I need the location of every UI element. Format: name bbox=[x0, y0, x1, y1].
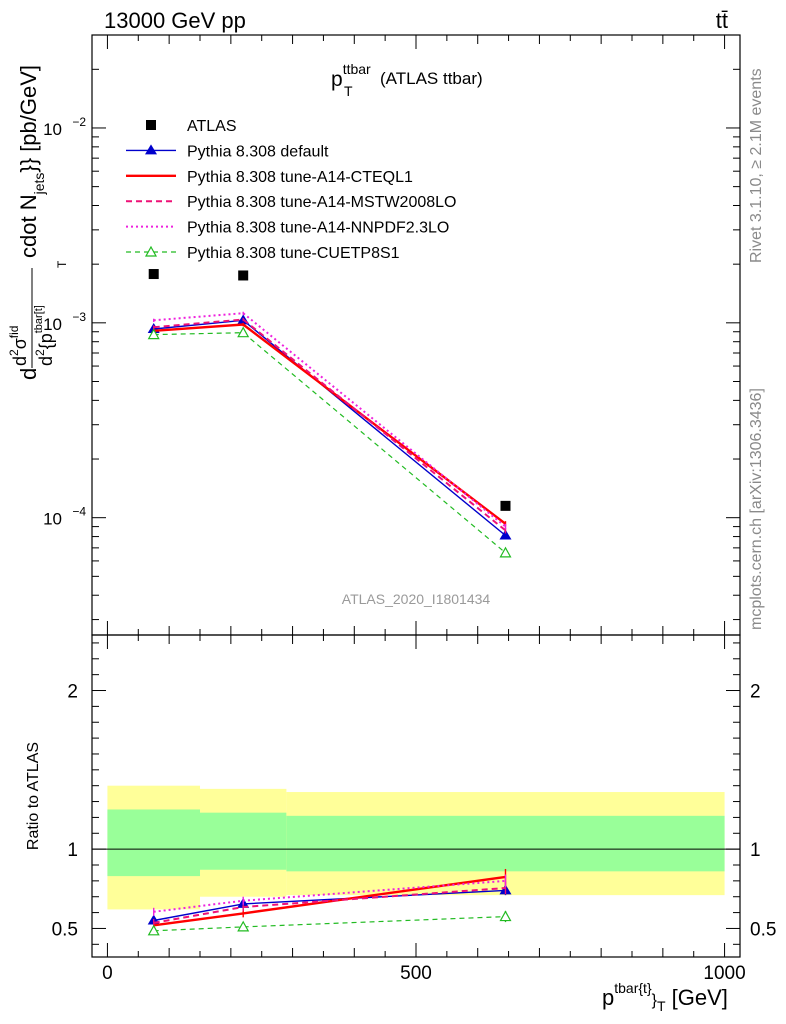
ratio-point-cuetp-0 bbox=[147, 924, 160, 936]
main-point-atlas-0 bbox=[148, 269, 159, 280]
xlabel-unit: [GeV] bbox=[666, 985, 728, 1010]
ratio-ticks: 0.5 0.5 1 1 2 2 0 500 1000 bbox=[52, 635, 776, 984]
ratio-panel: 0.5 0.5 1 1 2 2 0 500 1000 Ratio to ATLAS ptbar{… bbox=[25, 634, 776, 1014]
ratio-ytick-label-right-2: 2 bbox=[750, 682, 761, 703]
ylabel-num-sup: 2 bbox=[7, 349, 21, 356]
ylabel-den-d: d bbox=[36, 356, 56, 366]
legend-label-default: Pythia 8.308 default bbox=[187, 143, 329, 160]
ylabel-close: }} [pb/GeV] bbox=[16, 65, 41, 173]
legend-marker-cuetp bbox=[144, 245, 158, 257]
plot-title-rest: (ATLAS ttbar) bbox=[380, 69, 483, 88]
xlabel-sub: T bbox=[657, 998, 666, 1014]
main-ytick-label-0: 10 bbox=[43, 120, 62, 139]
main-point-cuetp-0 bbox=[147, 328, 160, 340]
plot-title-sub: T bbox=[344, 83, 353, 99]
legend-marker-atlas bbox=[146, 120, 156, 130]
main-ticks: 10 −2 10 −3 10 −4 bbox=[43, 34, 740, 635]
main-series bbox=[147, 269, 512, 558]
ylabel-frac-den: d2{ptbar[t] bbox=[33, 305, 56, 366]
ylabel-cdot: cdot Njets}} [pb/GeV] bbox=[16, 65, 47, 258]
ratio-xtick-label-0: 0 bbox=[102, 963, 113, 984]
ylabel-frac-num: d2σfid bbox=[7, 326, 30, 367]
ylabel-p-sub: T bbox=[55, 260, 69, 268]
ratio-ytick-label-left-2: 2 bbox=[67, 682, 78, 703]
legend: ATLAS Pythia 8.308 default Pythia 8.308 tu… bbox=[126, 118, 456, 262]
ylabel-sigma: σ bbox=[10, 338, 30, 349]
ylabel-d: d bbox=[16, 368, 41, 380]
ratio-series bbox=[147, 868, 512, 936]
xlabel-p: p bbox=[602, 985, 614, 1010]
rivet-label: Rivet 3.1.10, ≥ 2.1M events bbox=[748, 68, 765, 263]
main-ytick-base-1: 10 bbox=[43, 315, 62, 334]
main-line-cteql1 bbox=[153, 323, 507, 525]
xlabel: ptbar{t}}T [GeV] bbox=[602, 980, 728, 1014]
ratio-xtick-label-1: 500 bbox=[400, 963, 432, 984]
main-point-atlas-1 bbox=[238, 270, 249, 281]
ratio-ytick-label-right-0: 0.5 bbox=[750, 919, 776, 940]
legend-label-cuetp: Pythia 8.308 tune-CUETP8S1 bbox=[187, 245, 400, 262]
ratio-ytick-label-left-1: 1 bbox=[67, 840, 78, 861]
main-ylabel: d d2σfid d2{ptbar[t] T cdot Njets}} [pb/… bbox=[7, 65, 69, 380]
main-line-nnpdf bbox=[153, 312, 507, 528]
legend-label-mstw: Pythia 8.308 tune-A14-MSTW2008LO bbox=[187, 194, 456, 211]
main-ytick-label-2: 10 bbox=[43, 510, 62, 529]
legend-label-atlas: ATLAS bbox=[187, 118, 237, 135]
plot-title-p: p bbox=[331, 68, 343, 91]
ylabel-p-sup: tbar[t] bbox=[33, 305, 45, 333]
main-ytick-base-0: 10 bbox=[43, 120, 62, 139]
ratio-ytick-label-left-0: 0.5 bbox=[52, 919, 78, 940]
main-line-default bbox=[153, 319, 506, 537]
ylabel-sigma-sup: fid bbox=[7, 326, 21, 339]
main-ytick-base-2: 10 bbox=[43, 510, 62, 529]
ylabel-den-sup: 2 bbox=[33, 349, 47, 356]
band-inner-0 bbox=[107, 809, 200, 877]
main-panel: 10 −2 10 −3 10 −4 pttbar T (ATLAS ttbar) ATLA… bbox=[7, 34, 741, 636]
ratio-line-cuetp bbox=[153, 916, 506, 932]
main-line-mstw bbox=[153, 318, 507, 532]
xlabel-sup: tbar{t} bbox=[614, 980, 652, 996]
ratio-xtick-label-2: 1000 bbox=[703, 963, 745, 984]
legend-marker-default bbox=[145, 144, 157, 155]
band-inner-2 bbox=[286, 815, 725, 872]
main-ytick-exp-0: −2 bbox=[72, 115, 86, 129]
ratio-point-cuetp-2 bbox=[499, 910, 512, 922]
main-ytick-exp-1: −3 bbox=[72, 310, 86, 324]
plot-title-sup: ttbar bbox=[343, 61, 371, 77]
main-point-atlas-2 bbox=[500, 500, 511, 511]
ratio-ytick-label-right-1: 1 bbox=[750, 840, 761, 861]
legend-label-cteql1: Pythia 8.308 tune-A14-CTEQL1 bbox=[187, 169, 413, 186]
ylabel-den-rest: {p bbox=[36, 333, 56, 349]
ratio-bands bbox=[107, 785, 725, 910]
header-right: tt̄ bbox=[716, 8, 728, 33]
band-inner-1 bbox=[200, 812, 287, 870]
ylabel-num-d: d bbox=[10, 356, 30, 366]
ylabel-cdot-text: cdot N bbox=[16, 194, 41, 258]
legend-label-nnpdf: Pythia 8.308 tune-A14-NNPDF2.3LO bbox=[187, 220, 449, 237]
ratio-ylabel: Ratio to ATLAS bbox=[25, 742, 42, 850]
mcplots-label: mcplots.cern.ch [arXiv:1306.3436] bbox=[748, 388, 765, 630]
ratio-point-cuetp-1 bbox=[237, 920, 250, 932]
main-point-cuetp-1 bbox=[237, 326, 250, 338]
main-ytick-exp-2: −4 bbox=[72, 505, 86, 519]
main-point-default-2 bbox=[499, 529, 512, 540]
main-point-cuetp-2 bbox=[499, 546, 512, 558]
xlabel-close: } bbox=[652, 992, 658, 1009]
header-left: 13000 GeV pp bbox=[104, 8, 246, 33]
plot-title: pttbar bbox=[331, 61, 371, 91]
ylabel-jets-sub: jets bbox=[31, 173, 47, 196]
analysis-watermark: ATLAS_2020_I1801434 bbox=[342, 591, 491, 607]
main-line-cuetp bbox=[153, 332, 506, 554]
main-ytick-label-1: 10 bbox=[43, 315, 62, 334]
